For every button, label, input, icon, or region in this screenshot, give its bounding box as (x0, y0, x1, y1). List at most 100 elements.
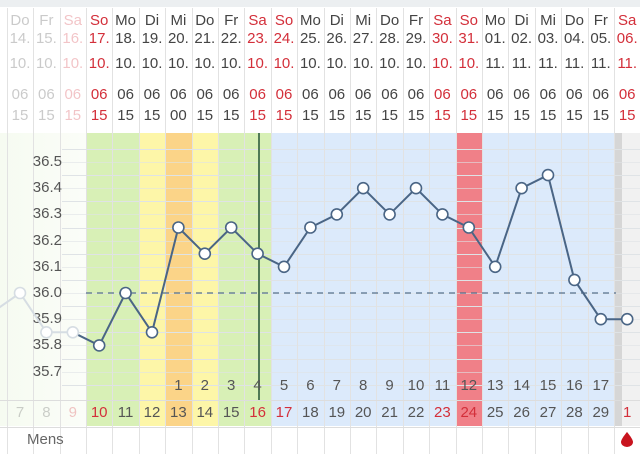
day-number[interactable]: 1 (623, 404, 632, 421)
temperature-point[interactable] (40, 325, 53, 339)
header-hour[interactable]: 06 (11, 86, 29, 103)
header-weekday[interactable]: Mo (299, 12, 321, 29)
header-weekday[interactable]: Fr (593, 12, 608, 29)
header-minute[interactable]: 15 (592, 107, 610, 124)
header-minute[interactable]: 15 (354, 107, 372, 124)
header-hour[interactable]: 06 (618, 86, 636, 103)
header-month[interactable]: 10. (167, 55, 189, 72)
day-number[interactable]: 12 (143, 404, 161, 421)
header-weekday[interactable]: Sa (63, 12, 82, 29)
day-number[interactable]: 27 (539, 404, 557, 421)
header-hour[interactable]: 06 (354, 86, 372, 103)
header-date[interactable]: 31. (458, 30, 480, 47)
header-month[interactable]: 10. (115, 55, 137, 72)
day-number[interactable]: 9 (68, 404, 77, 421)
header-weekday[interactable]: So (90, 12, 109, 29)
day-number[interactable]: 10 (90, 404, 108, 421)
header-weekday[interactable]: Sa (618, 12, 637, 29)
temperature-point[interactable] (541, 168, 555, 182)
header-hour[interactable]: 06 (196, 86, 214, 103)
header-weekday[interactable]: Di (329, 12, 344, 29)
header-date[interactable]: 14. (9, 30, 31, 47)
header-hour[interactable]: 06 (117, 86, 134, 103)
header-date[interactable]: 18. (115, 30, 137, 47)
header-hour[interactable]: 06 (249, 86, 266, 103)
header-month[interactable]: 11. (511, 55, 532, 72)
header-date[interactable]: 03. (537, 30, 559, 47)
header-hour[interactable]: 06 (539, 86, 557, 103)
header-date[interactable]: 25. (299, 30, 321, 47)
header-weekday[interactable]: Do (10, 12, 30, 29)
header-date[interactable]: 15. (35, 30, 57, 47)
day-number[interactable]: 7 (15, 404, 25, 421)
day-number[interactable]: 17 (275, 404, 293, 421)
header-minute[interactable]: 15 (381, 107, 398, 124)
header-hour[interactable]: 06 (64, 86, 82, 103)
header-hour[interactable]: 06 (434, 86, 451, 103)
header-date[interactable]: 21. (194, 30, 216, 47)
day-number[interactable]: 15 (222, 404, 240, 421)
header-month[interactable]: 10. (273, 55, 295, 72)
header-date[interactable]: 17. (88, 30, 110, 47)
temperature-point[interactable] (224, 221, 238, 234)
header-hour[interactable]: 06 (566, 86, 583, 103)
header-date[interactable]: 01. (484, 30, 506, 47)
header-minute[interactable]: 15 (117, 107, 134, 124)
header-weekday[interactable]: Fr (224, 12, 239, 29)
header-month[interactable]: 10. (379, 55, 401, 72)
header-month[interactable]: 11. (485, 55, 506, 72)
header-hour[interactable]: 06 (275, 86, 293, 103)
day-number[interactable]: 11 (117, 404, 134, 421)
header-weekday[interactable]: Di (514, 12, 529, 29)
header-date[interactable]: 20. (167, 30, 189, 47)
header-hour[interactable]: 06 (460, 86, 478, 103)
header-date[interactable]: 23. (247, 30, 269, 47)
header-hour[interactable]: 06 (90, 86, 108, 103)
header-month[interactable]: 10. (62, 55, 84, 72)
day-number[interactable]: 24 (460, 404, 478, 421)
temperature-point[interactable] (92, 339, 106, 352)
header-minute[interactable]: 15 (11, 107, 29, 124)
header-date[interactable]: 16. (62, 30, 84, 47)
header-date[interactable]: 24. (273, 30, 295, 47)
header-minute[interactable]: 15 (222, 107, 240, 124)
header-month[interactable]: 11. (564, 55, 585, 72)
temperature-point[interactable] (251, 247, 264, 260)
header-month[interactable]: 10. (35, 55, 57, 72)
header-hour[interactable]: 06 (170, 86, 187, 103)
header-weekday[interactable]: So (459, 12, 478, 29)
header-month[interactable]: 11. (617, 55, 638, 72)
temperature-point[interactable] (198, 247, 212, 260)
header-minute[interactable]: 15 (275, 107, 293, 124)
day-number[interactable]: 8 (42, 404, 51, 421)
header-minute[interactable]: 15 (486, 107, 504, 124)
day-number[interactable]: 14 (196, 404, 214, 421)
temperature-point[interactable] (277, 260, 291, 274)
header-month[interactable]: 10. (88, 55, 110, 72)
temperature-point[interactable] (145, 325, 159, 339)
header-minute[interactable]: 15 (90, 107, 108, 124)
header-date[interactable]: 05. (590, 30, 612, 47)
header-month[interactable]: 10. (326, 55, 348, 72)
header-month[interactable]: 10. (194, 55, 216, 72)
header-minute[interactable]: 15 (566, 107, 583, 124)
header-date[interactable]: 26. (326, 30, 348, 47)
header-minute[interactable]: 15 (434, 107, 451, 124)
temperature-point[interactable] (620, 312, 634, 326)
temperature-point[interactable] (356, 181, 370, 195)
header-minute[interactable]: 15 (618, 107, 636, 124)
temperature-point[interactable] (436, 208, 449, 221)
header-minute[interactable]: 15 (328, 107, 346, 124)
temperature-point[interactable] (594, 312, 608, 326)
header-hour[interactable]: 06 (302, 86, 319, 103)
day-number[interactable]: 16 (249, 404, 266, 421)
temperature-point[interactable] (66, 325, 80, 339)
header-minute[interactable]: 15 (196, 107, 214, 124)
header-weekday[interactable]: Sa (248, 12, 267, 29)
header-minute[interactable]: 15 (249, 107, 266, 124)
header-minute[interactable]: 15 (539, 107, 557, 124)
header-weekday[interactable]: Do (564, 12, 584, 29)
header-minute[interactable]: 15 (407, 107, 425, 124)
header-minute[interactable]: 15 (143, 107, 161, 124)
header-month[interactable]: 10. (9, 55, 31, 72)
